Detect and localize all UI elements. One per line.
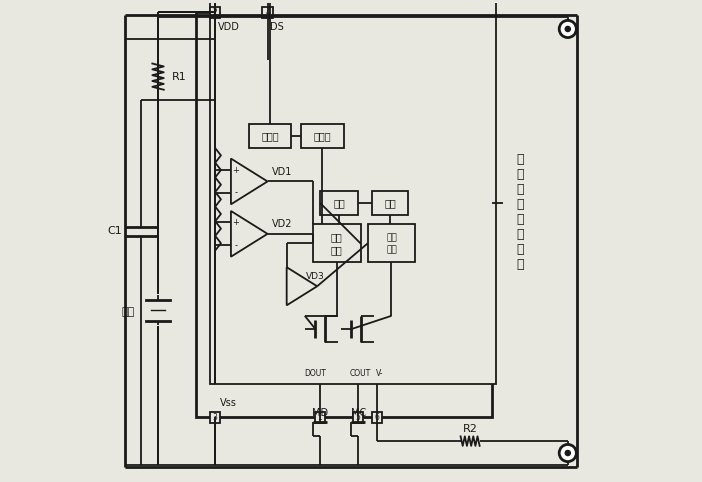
Circle shape [565,27,570,31]
Text: 延时: 延时 [333,198,345,208]
Bar [353,412,364,423]
Text: 短路: 短路 [385,198,396,208]
Bar [372,412,383,423]
Bar [314,412,325,423]
Bar [249,124,291,148]
Text: Vss: Vss [220,398,237,408]
Text: -: - [234,241,237,250]
Bar [196,13,491,417]
Bar [301,124,344,148]
Bar [373,191,408,215]
Text: +: + [232,165,239,174]
Text: 计数器: 计数器 [314,131,331,141]
Text: 4: 4 [265,8,270,17]
Text: COUT: COUT [350,369,371,378]
Bar [210,7,220,17]
Text: VDD: VDD [218,22,239,32]
Text: MD: MD [312,407,328,417]
Text: R1: R1 [171,72,186,81]
Text: 3: 3 [213,413,218,422]
Text: 逻辑: 逻辑 [331,233,343,242]
Circle shape [559,444,576,462]
Text: 检测: 检测 [386,246,397,255]
Text: -: - [234,188,237,198]
Text: VD1: VD1 [272,167,293,177]
Bar [313,224,361,262]
Text: 振荡器: 振荡器 [261,131,279,141]
Text: 电路: 电路 [331,245,343,255]
Bar [320,191,358,215]
Text: VD3: VD3 [306,272,324,281]
Text: 6: 6 [375,413,380,422]
Text: 1: 1 [318,413,322,422]
Text: DS: DS [270,22,284,32]
Text: 电平: 电平 [386,233,397,242]
Text: VD2: VD2 [272,219,293,229]
Text: 5: 5 [356,413,361,422]
Bar [211,0,496,384]
Bar [368,224,416,262]
Text: DOUT: DOUT [305,369,326,378]
Text: 电池: 电池 [122,308,135,318]
Circle shape [565,451,570,455]
Circle shape [559,20,576,38]
Text: R2: R2 [463,424,477,434]
Text: MC: MC [350,407,366,417]
Text: 2: 2 [213,8,218,17]
Bar [210,412,220,423]
Text: 连
接
充
电
器
或
负
载: 连 接 充 电 器 或 负 载 [517,153,524,271]
Bar [263,7,273,17]
Text: C1: C1 [107,227,122,237]
Text: +: + [232,218,239,227]
Text: V-: V- [376,369,383,378]
